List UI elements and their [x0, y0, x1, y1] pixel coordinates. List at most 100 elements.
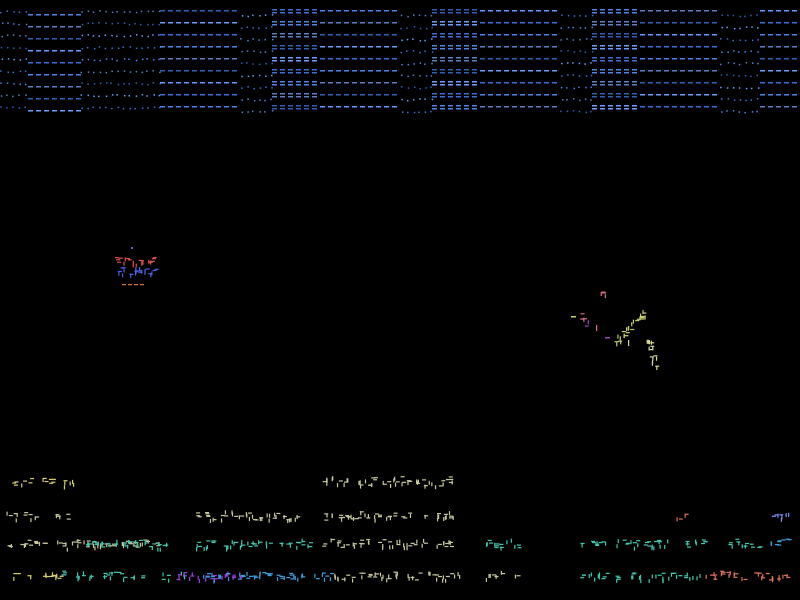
top-dash — [512, 106, 517, 108]
top-double-dash — [600, 45, 605, 47]
text-glyph — [771, 515, 776, 517]
top-dash — [168, 82, 173, 84]
top-dash — [512, 46, 517, 48]
top-dash — [216, 22, 221, 24]
top-dot — [566, 110, 569, 113]
top-dot — [401, 98, 403, 101]
cluster-glyph — [138, 271, 143, 273]
top-dash — [52, 38, 57, 40]
top-dot — [750, 99, 753, 101]
cluster-glyph — [584, 325, 589, 327]
text-glyph — [368, 484, 373, 486]
text-glyph — [364, 513, 366, 518]
text-glyph — [597, 574, 599, 579]
top-dash — [784, 106, 789, 108]
top-dot — [0, 46, 3, 49]
text-glyph — [301, 573, 304, 578]
text-glyph — [122, 544, 125, 549]
text-glyph — [743, 545, 748, 547]
top-dot — [241, 99, 244, 101]
top-dash — [76, 50, 81, 52]
top-dash — [792, 22, 797, 24]
text-glyph — [62, 574, 67, 576]
cluster-glyph — [652, 346, 654, 351]
top-double-dash — [432, 9, 437, 11]
top-double-dash — [312, 108, 317, 110]
top-double-dash — [448, 60, 453, 62]
text-glyph — [647, 541, 652, 543]
text-glyph — [62, 570, 67, 572]
top-dash — [160, 22, 165, 24]
top-double-dash — [440, 84, 445, 86]
top-dot — [135, 59, 138, 62]
top-double-dash — [304, 60, 309, 62]
top-double-dash — [608, 24, 613, 26]
top-dot — [590, 99, 592, 101]
top-dash — [488, 34, 493, 36]
text-glyph — [66, 518, 71, 520]
text-glyph — [38, 541, 41, 546]
text-glyph — [159, 547, 161, 552]
top-dot — [13, 11, 15, 13]
top-double-dash — [624, 24, 629, 26]
cluster-dash — [605, 337, 610, 339]
top-double-dash — [312, 60, 317, 62]
top-dash — [336, 22, 341, 24]
top-double-dash — [608, 45, 613, 47]
top-double-dash — [440, 72, 445, 74]
top-double-dash — [296, 84, 301, 86]
top-dash — [28, 98, 33, 100]
text-glyph — [211, 576, 216, 578]
top-dash — [192, 10, 197, 12]
text-glyph — [272, 517, 277, 519]
top-dot — [400, 27, 402, 30]
top-dot — [573, 98, 575, 100]
text-glyph — [254, 576, 259, 578]
top-dot — [265, 27, 267, 29]
top-dash — [768, 106, 773, 108]
top-double-dash — [432, 12, 437, 14]
top-dot — [111, 47, 113, 49]
top-dash — [320, 106, 325, 108]
top-dash — [784, 22, 789, 24]
top-dot — [590, 110, 592, 113]
top-dot — [19, 47, 21, 49]
top-dash — [712, 106, 717, 108]
top-double-dash — [608, 9, 613, 11]
text-glyph — [214, 578, 219, 580]
top-dot — [419, 27, 422, 30]
top-dash — [44, 26, 49, 28]
top-dash — [28, 50, 33, 52]
text-glyph — [648, 579, 650, 584]
text-glyph — [109, 572, 114, 574]
text-glyph — [101, 546, 106, 548]
top-dot — [247, 98, 249, 100]
top-dot — [419, 51, 421, 54]
top-dot — [560, 39, 562, 41]
text-glyph — [630, 540, 632, 545]
cluster-dash — [140, 284, 144, 286]
text-glyph — [387, 516, 392, 518]
top-dot — [24, 106, 26, 108]
top-dot — [424, 39, 426, 42]
text-glyph — [161, 578, 166, 580]
top-dot — [425, 75, 428, 77]
text-glyph — [754, 572, 759, 574]
text-glyph — [445, 515, 447, 520]
text-glyph — [771, 578, 774, 583]
text-glyph — [219, 575, 221, 580]
top-dot — [572, 110, 575, 112]
top-double-dash — [280, 81, 285, 83]
text-glyph — [374, 572, 376, 577]
top-double-dash — [288, 57, 293, 59]
text-glyph — [81, 575, 86, 577]
top-dash — [392, 34, 397, 36]
top-dot — [585, 75, 588, 77]
top-dash — [784, 70, 789, 72]
top-double-dash — [472, 84, 477, 86]
text-glyph — [114, 543, 119, 545]
text-glyph — [347, 478, 349, 483]
cluster-bar — [596, 325, 598, 331]
top-dot — [241, 15, 244, 17]
text-glyph — [449, 478, 454, 481]
